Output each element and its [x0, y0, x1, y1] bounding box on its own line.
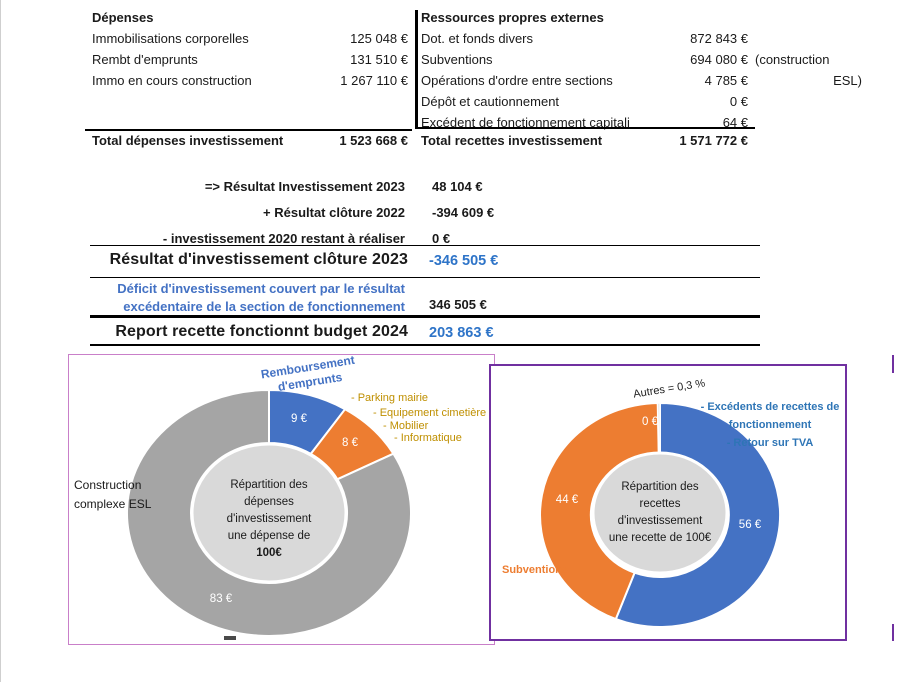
summary-rule-4	[90, 344, 760, 346]
table-row-note: (construction	[755, 52, 830, 67]
summary-row-label: => Résultat Investissement 2023	[204, 179, 405, 194]
table-row-value: 131 510 €	[350, 52, 408, 67]
table-row-value: 4 785 €	[704, 73, 748, 88]
report-2024-value: 203 863 €	[429, 325, 494, 341]
depenses-total-label: Total dépenses investissement	[92, 133, 284, 148]
recettes-donut	[539, 402, 782, 628]
table-row-value: 64 €	[722, 115, 748, 130]
annotation-cimetiere: - Equipement cimetière	[373, 407, 487, 419]
table-row-value: 694 080 €	[690, 52, 748, 67]
annotation-parking: - Parking mairie	[351, 392, 429, 404]
table-row-note: ESL)	[833, 73, 862, 88]
summary-row-value: 48 104 €	[432, 179, 483, 194]
slice-value-label: 56 €	[738, 519, 762, 531]
slice-value-label: 44 €	[555, 494, 579, 506]
table-row-label: Excédent de fonctionnement capitali	[421, 115, 630, 130]
deficit-line-2: excédentaire de la section de fonctionne…	[123, 299, 405, 314]
summary-row-label: + Résultat clôture 2022	[263, 205, 405, 220]
summary-rule-1	[90, 245, 760, 246]
slice-subventions	[539, 402, 660, 621]
result-2023-label: Résultat d'investissement clôture 2023	[109, 251, 408, 268]
recettes-donut-chart: Autres = 0,3 % - Excédents de recettes d…	[489, 364, 847, 641]
ressources-total-rule	[415, 127, 755, 129]
report-2024-label: Report recette fonctionnt budget 2024	[115, 323, 408, 340]
slice-value-label: 8 €	[342, 437, 358, 449]
table-row-value: 125 048 €	[350, 31, 408, 46]
table-divider	[415, 10, 418, 128]
clipped-frame-tick-bottom	[892, 624, 894, 641]
annotation-construction: Construction complexe ESL	[74, 478, 152, 511]
deficit-value: 346 505 €	[429, 297, 487, 312]
summary-row-value: -394 609 €	[432, 205, 495, 220]
donut-center-text: Répartition des recettes d'investissemen…	[608, 481, 712, 544]
legend-remnant-dash	[224, 636, 236, 640]
summary-rule-2	[90, 277, 760, 278]
slice-value-label: 83 €	[209, 593, 233, 605]
table-row-label: Immo en cours construction	[92, 73, 252, 88]
clipped-frame-tick-top	[892, 355, 894, 373]
annotation-subventions: Subventions	[502, 564, 569, 576]
summary-row-label: - investissement 2020 restant à réaliser	[162, 231, 405, 246]
depenses-donut	[126, 389, 412, 637]
depenses-donut-chart: Remboursement d'emprunts 9 € 8 € 83 € - …	[68, 353, 495, 645]
table-row-label: Dot. et fonds divers	[421, 31, 533, 46]
slice-value-label: 9 €	[291, 413, 307, 425]
summary-row-value: 0 €	[432, 231, 451, 246]
table-row-label: Immobilisations corporelles	[92, 31, 249, 46]
result-2023-value: -346 505 €	[429, 253, 499, 269]
depenses-total-value: 1 523 668 €	[339, 133, 408, 148]
table-row-label: Opérations d'ordre entre sections	[421, 73, 613, 88]
depenses-title: Dépenses	[92, 10, 154, 25]
table-row-label: Subventions	[421, 52, 493, 67]
table-row-value: 0 €	[729, 94, 748, 109]
ressources-title: Ressources propres externes	[421, 10, 604, 25]
table-row-value: 1 267 110 €	[340, 73, 408, 88]
donut-center-disc	[591, 451, 729, 575]
annotation-excedents: - Excédents de recettes de fonctionnemen…	[700, 401, 840, 449]
annotation-mobilier: - Mobilier	[383, 420, 429, 432]
donut-center-text: Répartition des dépenses d'investissemen…	[226, 479, 312, 559]
window-left-edge	[0, 0, 1, 682]
table-row-value: 872 843 €	[690, 31, 748, 46]
summary-rule-3	[90, 315, 760, 318]
deficit-line-1: Déficit d'investissement couvert par le …	[117, 281, 405, 296]
slice-value-label: 0 €	[642, 416, 658, 428]
donut-center-disc	[190, 442, 348, 584]
slice-autres	[656, 402, 661, 454]
ressources-total-label: Total recettes investissement	[421, 133, 603, 148]
depenses-total-rule	[85, 129, 412, 131]
ressources-total-value: 1 571 772 €	[679, 133, 748, 148]
annotation-informatique: - Informatique	[394, 432, 462, 444]
table-row-label: Dépôt et cautionnement	[421, 94, 560, 109]
table-row-label: Rembt d'emprunts	[92, 52, 198, 67]
